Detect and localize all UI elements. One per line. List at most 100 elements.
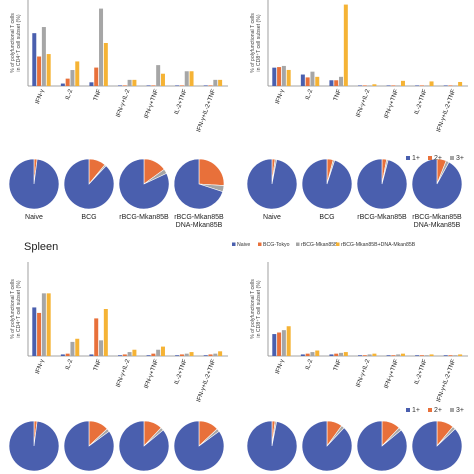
bar [272,67,277,86]
pie-slice [63,158,115,210]
x-tick-label: IFN-γ+IL-2+TNF [195,358,217,403]
pie-label: DNA-Mkan85B [414,222,461,229]
legend-label: Naive [237,242,250,248]
pie-slice [301,420,353,472]
bar [89,354,94,356]
y-axis-label: % of polyfunctional T cells [10,13,16,73]
x-tick-label: IFN-γ [34,357,46,374]
bar [443,355,448,356]
bar [286,326,291,356]
bar [32,307,37,356]
legend-swatch [450,408,454,412]
section-label: Spleen [24,241,58,253]
bar [218,79,223,86]
bar [146,85,151,86]
bar [362,355,367,356]
bar [203,85,208,86]
x-tick-label: IFN-γ+IL-2+TNF [435,358,457,403]
bar [89,82,94,86]
bar [151,85,156,86]
bar [396,85,401,86]
bar [184,71,189,86]
cd4-bar-chart-bottom: % of polyfunctional T cells in CD4⁺T cell… [10,262,228,403]
bar [146,355,151,356]
x-tick-label: IFN-γ+IL-2+TNF [435,88,457,133]
bar [429,354,434,356]
pie-slice [411,158,463,210]
bar [453,85,458,86]
bar [94,318,99,356]
bar [213,353,218,356]
y-axis-label: in CD4⁺T cell subset (%) [16,280,22,337]
bar [329,354,334,356]
bar [103,309,108,356]
bar [315,76,320,86]
legend-label: 3+ [456,407,464,414]
bar [156,65,161,86]
cd8-bar-chart-top: % of polyfunctional T cells in CD8⁺T cell… [250,0,468,133]
x-tick-label: IFN-γ+IL-2 [355,358,372,389]
pie-slice [246,158,298,210]
x-tick-label: IFN-γ+TNF [383,88,400,120]
legend-swatch [406,156,410,160]
y-axis-label: % of polyfunctional T cells [250,279,256,339]
y-axis-label: % of polyfunctional T cells [250,13,256,73]
legend-label: rBCG-Mkan85B+DNA-Mkan85B [341,242,416,248]
bar [458,81,463,86]
bar [286,69,291,86]
bar [400,80,405,86]
x-tick-label: IL-2 [64,358,74,371]
legend-label: 2+ [434,155,442,162]
bar [127,352,132,356]
bar [218,351,223,356]
bar [122,85,127,86]
bar [277,67,282,86]
bar [391,85,396,86]
pie-label: DNA-Mkan85B [176,222,223,229]
x-tick-label: IFN-γ+TNF [383,358,400,390]
bar [103,43,108,86]
bar [339,76,344,86]
bar [99,340,104,356]
bar [419,355,424,356]
cd4-bar-chart-top: % of polyfunctional T cells in CD4⁺T cell… [10,0,228,133]
x-tick-label: TNF [92,88,103,102]
pie-label: Naive [25,214,43,221]
bar [41,27,46,86]
bar [122,354,127,356]
bar [99,8,104,87]
pie-slice [356,158,408,210]
bar [175,355,180,356]
bar [358,85,362,86]
pie-slice [198,158,225,186]
pie-label: rBCG-Mkan85B [119,214,169,221]
bar [339,352,344,356]
bar [75,61,80,86]
pie-slice [8,158,60,210]
bar [277,332,282,356]
bar [358,355,362,356]
bar [213,79,218,86]
pie-slice [246,420,298,472]
bar [396,354,401,356]
x-tick-label: IL-2+TNF [413,358,429,385]
pie-label: BCG [81,214,96,221]
bar [315,350,320,356]
legend-swatch [296,242,300,246]
x-tick-label: TNF [92,358,103,372]
bar [367,85,372,86]
bar [160,346,165,356]
bar [94,67,99,86]
x-tick-label: IL-2+TNF [173,88,189,115]
legend-label: rBCG-Mkan85B [301,242,338,248]
bar [443,85,448,86]
legend-swatch [258,242,262,246]
cd4-pie-row-bottom [8,420,225,472]
legend-swatch [232,242,236,246]
legend-label: 2+ [434,407,442,414]
bar [343,352,348,356]
pie-legend-top: 1+ 2+ 3+ [406,155,464,162]
legend-swatch [428,156,432,160]
x-tick-label: TNF [332,358,343,372]
bar [179,354,184,356]
